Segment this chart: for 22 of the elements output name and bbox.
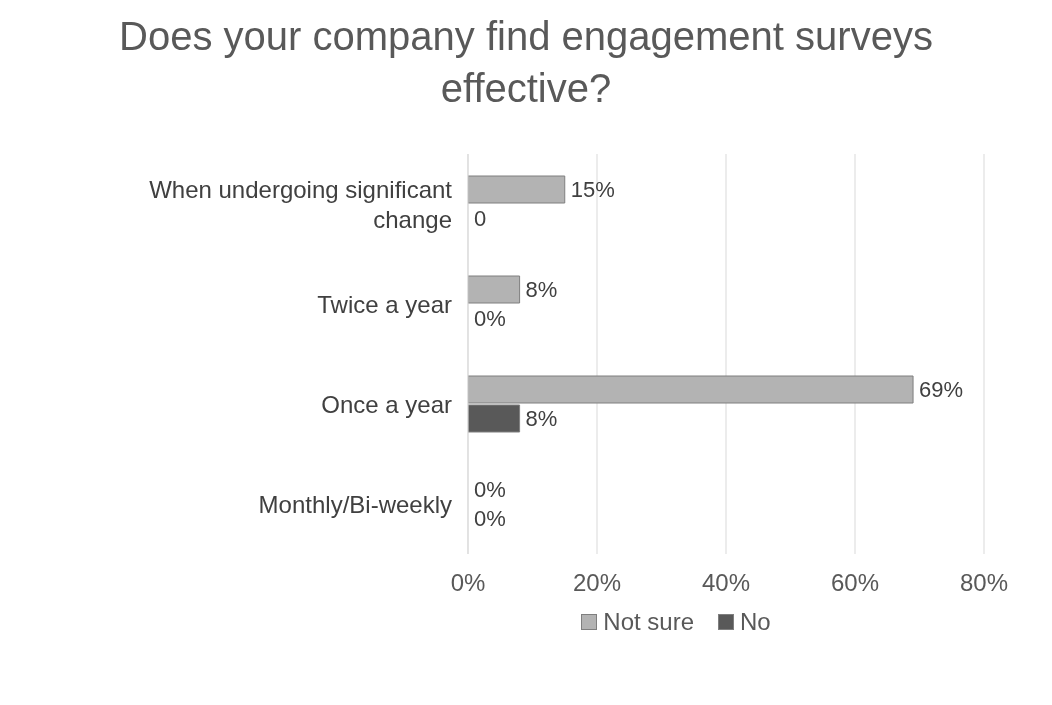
y-tick-label: Once a year xyxy=(321,390,453,418)
y-tick-label: Monthly/Bi-weekly xyxy=(258,490,452,518)
legend-label: No xyxy=(740,608,771,636)
data-label: 0% xyxy=(474,506,506,531)
chart-title: Does your company find engagement surveys effective? xyxy=(118,13,934,112)
x-tick-label: 60% xyxy=(830,569,880,597)
data-label: 0% xyxy=(474,306,506,331)
y-tick-label: When undergoing significant change xyxy=(149,175,453,233)
x-tick-label: 40% xyxy=(701,569,751,597)
bar xyxy=(468,275,521,304)
x-tick-label: 80% xyxy=(959,569,1009,597)
data-label: 15% xyxy=(570,177,615,202)
legend-label: Not sure xyxy=(603,608,694,636)
data-label: 0% xyxy=(474,477,506,502)
data-label: 8% xyxy=(525,277,558,302)
bar xyxy=(468,175,566,204)
x-tick-label: 20% xyxy=(572,569,622,597)
y-tick-label: Twice a year xyxy=(317,290,453,318)
data-label: 8% xyxy=(525,406,558,431)
data-label: 69% xyxy=(919,377,964,402)
x-tick-label: 0% xyxy=(450,569,486,597)
data-label: 0 xyxy=(474,206,487,231)
